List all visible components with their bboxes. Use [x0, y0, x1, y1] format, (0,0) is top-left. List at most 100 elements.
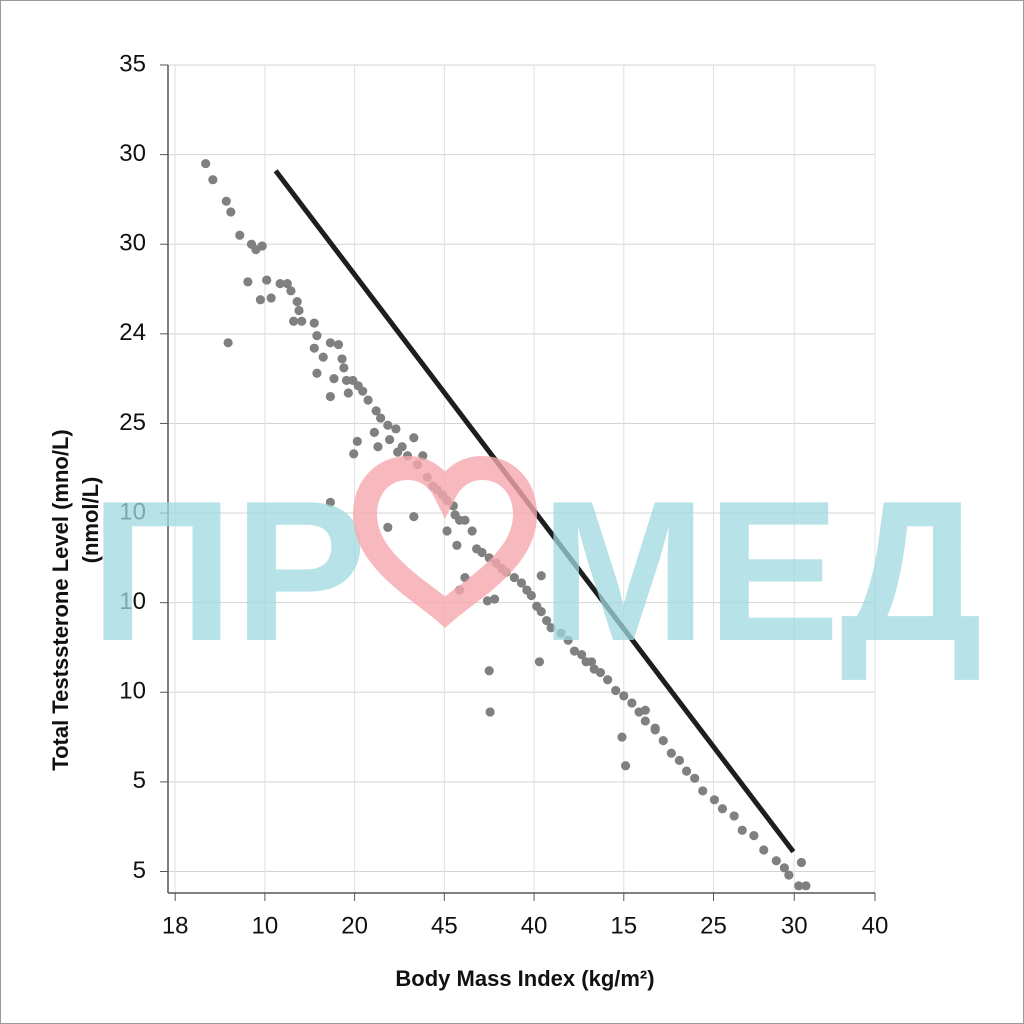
scatter-point — [460, 515, 470, 525]
scatter-point — [619, 691, 629, 701]
scatter-point — [534, 657, 545, 667]
scatter-point — [383, 420, 393, 430]
scatter-point — [309, 343, 319, 353]
scatter-point — [391, 424, 401, 434]
scatter-point — [784, 870, 794, 880]
x-tick-label: 30 — [781, 912, 808, 939]
scatter-point — [546, 623, 556, 633]
scatter-point — [257, 241, 267, 251]
scatter-point — [275, 279, 285, 289]
scatter-point — [526, 590, 536, 601]
scatter-point — [393, 447, 403, 457]
scatter-point — [376, 413, 386, 423]
scatter-point — [223, 338, 233, 348]
y-tick-label: 30 — [119, 140, 146, 167]
scatter-point — [243, 277, 253, 287]
scatter-point — [627, 698, 637, 708]
scatter-point — [442, 526, 452, 536]
scatter-point — [485, 707, 495, 717]
y-tick-label: 35 — [119, 50, 146, 77]
scatter-point — [221, 196, 231, 206]
scatter-point — [658, 736, 668, 746]
scatter-point — [409, 433, 419, 443]
scatter-point — [312, 331, 322, 341]
scatter-point — [373, 442, 383, 452]
scatter-point — [563, 635, 573, 645]
scatter-point — [352, 436, 362, 446]
scatter-point — [749, 831, 759, 841]
scatter-point — [325, 338, 335, 348]
scatter-point — [603, 675, 613, 685]
scatter-point — [208, 175, 218, 185]
scatter-point — [452, 540, 462, 550]
x-axis-title: Body Mass Index (kg/m²) — [395, 966, 654, 991]
scatter-point — [536, 607, 546, 617]
scatter-point — [201, 158, 211, 169]
scatter-point — [611, 685, 621, 696]
scatter-point — [640, 705, 650, 715]
scatter-point — [349, 449, 359, 459]
x-tick-label: 10 — [252, 912, 279, 939]
scatter-point — [371, 406, 381, 416]
scatter-point — [409, 512, 419, 522]
scatter-point — [363, 395, 373, 405]
scatter-point — [294, 305, 304, 316]
scatter-point — [650, 723, 660, 733]
scatter-point — [801, 881, 811, 891]
y-axis-title: Total Testssterone Level (mno/L) — [48, 429, 73, 770]
x-tick-label: 40 — [862, 912, 889, 939]
scatter-point — [318, 352, 328, 362]
scatter-point — [482, 596, 493, 606]
scatter-point — [309, 318, 319, 328]
x-tick-label: 18 — [162, 912, 189, 939]
watermark-text: МЕД — [540, 460, 982, 683]
scatter-point — [282, 279, 292, 289]
y-tick-label: 30 — [119, 230, 146, 257]
scatter-point — [717, 804, 728, 814]
y-tick-label: 5 — [133, 857, 146, 884]
scatter-point — [620, 761, 631, 771]
axes: 5 5 10 10 10 25 24 30 30 35 18 10 20 45 40 15 25 30 40 — [119, 50, 888, 939]
scatter-point — [489, 594, 500, 604]
scatter-point — [759, 845, 769, 855]
scatter-point — [262, 275, 272, 285]
scatter-point — [617, 732, 627, 742]
y-tick-label: 10 — [119, 678, 146, 705]
y-tick-label: 5 — [133, 767, 146, 794]
scatter-point — [312, 368, 322, 378]
scatter-point — [325, 391, 335, 402]
scatter-point — [385, 434, 395, 445]
watermark-heart — [352, 455, 538, 628]
scatter-point — [556, 628, 566, 638]
scatter-point — [333, 339, 344, 350]
scatter-point — [226, 207, 236, 217]
scatter-point — [666, 748, 676, 758]
x-tick-label: 20 — [341, 912, 368, 939]
x-tick-label: 25 — [700, 912, 727, 939]
scatter-point — [569, 646, 580, 656]
scatter-point — [369, 427, 379, 438]
scatter-point — [286, 286, 296, 296]
scatter-point — [467, 526, 477, 536]
scatter-point — [297, 316, 307, 326]
scatter-point — [266, 293, 276, 303]
scatter-point — [737, 825, 747, 835]
scatter-point — [325, 497, 335, 507]
scatter-point — [358, 386, 368, 396]
scatter-point — [640, 716, 650, 726]
y-axis-title: (nmol/L) — [78, 477, 103, 564]
scatter-point — [681, 766, 692, 776]
scatter-point — [690, 773, 700, 783]
scatter-point — [536, 571, 546, 581]
x-tick-label: 15 — [610, 912, 637, 939]
grid — [168, 64, 876, 893]
scatter-point — [674, 755, 685, 765]
scatter-point — [771, 856, 781, 866]
y-tick-label: 25 — [119, 409, 146, 436]
scatter-point — [586, 657, 597, 667]
scatter-point — [329, 374, 339, 384]
x-tick-label: 40 — [521, 912, 548, 939]
points — [201, 158, 811, 891]
